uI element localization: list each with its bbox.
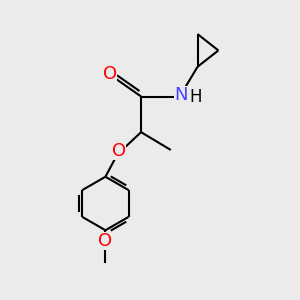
Text: O: O xyxy=(112,142,126,160)
Text: O: O xyxy=(103,65,117,83)
Text: N: N xyxy=(175,86,188,104)
Text: O: O xyxy=(98,232,112,250)
Text: H: H xyxy=(189,88,201,106)
